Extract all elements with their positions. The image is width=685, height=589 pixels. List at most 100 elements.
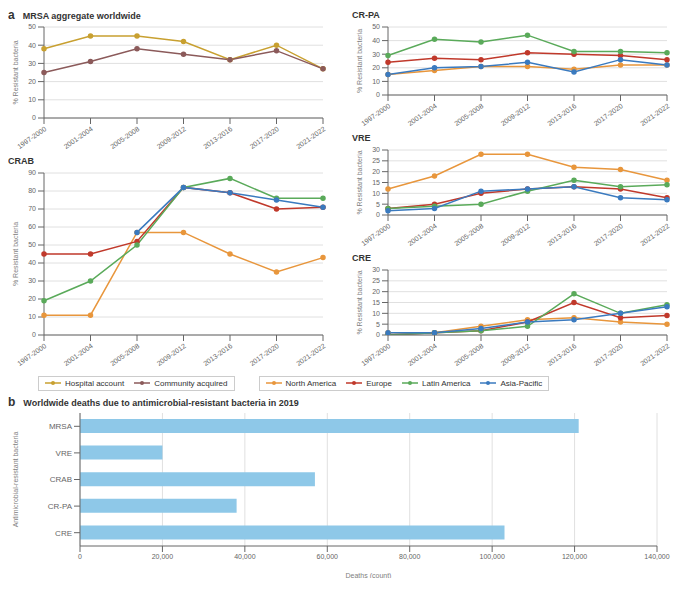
svg-text:40: 40: [28, 259, 36, 266]
svg-text:2017-2020: 2017-2020: [592, 342, 624, 367]
svg-text:10: 10: [28, 96, 36, 103]
html-text:MRSA aggregate worldwide: MRSA aggregate worldwide: [22, 11, 141, 21]
svg-text:2009-2012: 2009-2012: [499, 102, 531, 127]
svg-text:2009-2012: 2009-2012: [499, 222, 531, 247]
svg-text:15: 15: [372, 299, 380, 306]
svg-text:2005-2008: 2005-2008: [453, 222, 485, 247]
html-text:Hospital account: Hospital account: [65, 378, 125, 388]
svg-text:Antimicrobial-resistant bacter: Antimicrobial-resistant bacteria: [12, 432, 19, 528]
svg-text:2021-2022: 2021-2022: [295, 125, 327, 150]
svg-text:2001-2004: 2001-2004: [406, 342, 438, 367]
svg-text:2021-2022: 2021-2022: [295, 342, 327, 367]
svg-text:10: 10: [28, 313, 36, 320]
svg-text:0: 0: [376, 211, 380, 218]
svg-text:0: 0: [376, 91, 380, 98]
svg-text:2017-2020: 2017-2020: [592, 102, 624, 127]
svg-text:50: 50: [28, 23, 36, 30]
svg-text:10: 10: [372, 190, 380, 197]
svg-text:80: 80: [28, 187, 36, 194]
svg-text:30: 30: [28, 60, 36, 67]
svg-text:25: 25: [372, 157, 380, 164]
svg-text:20: 20: [372, 288, 380, 295]
svg-text:20,000: 20,000: [152, 553, 174, 560]
svg-text:% Resistant bacteria: % Resistant bacteria: [356, 29, 363, 93]
svg-text:5: 5: [376, 321, 380, 328]
svg-text:2005-2008: 2005-2008: [109, 125, 141, 150]
svg-text:1997-2000: 1997-2000: [16, 125, 48, 150]
svg-text:5: 5: [376, 201, 380, 208]
svg-text:10: 10: [372, 310, 380, 317]
html-text:Community acquired: Community acquired: [154, 378, 228, 388]
svg-text:90: 90: [28, 169, 36, 176]
svg-text:2005-2008: 2005-2008: [453, 342, 485, 367]
svg-text:2009-2012: 2009-2012: [155, 342, 187, 367]
svg-text:1997-2000: 1997-2000: [360, 342, 392, 367]
svg-text:60,000: 60,000: [317, 553, 339, 560]
svg-text:2017-2020: 2017-2020: [248, 125, 280, 150]
svg-text:% Resistant bacteria: % Resistant bacteria: [356, 150, 363, 214]
html-text:CRAB: CRAB: [8, 156, 34, 166]
svg-text:140,000: 140,000: [644, 553, 669, 560]
svg-text:30: 30: [372, 266, 380, 273]
html-text:CRE: CRE: [352, 253, 371, 263]
svg-text:80,000: 80,000: [399, 553, 421, 560]
svg-text:40,000: 40,000: [234, 553, 256, 560]
svg-text:100,000: 100,000: [479, 553, 504, 560]
svg-text:2017-2020: 2017-2020: [248, 342, 280, 367]
svg-text:VRE: VRE: [56, 449, 72, 458]
svg-text:10: 10: [372, 78, 380, 85]
svg-text:2005-2008: 2005-2008: [453, 102, 485, 127]
svg-text:1997-2000: 1997-2000: [16, 342, 48, 367]
html-text:VRE: VRE: [352, 133, 371, 143]
svg-text:20: 20: [28, 295, 36, 302]
svg-text:25: 25: [372, 277, 380, 284]
svg-text:0: 0: [376, 331, 380, 338]
svg-text:120,000: 120,000: [562, 553, 587, 560]
svg-text:60: 60: [28, 223, 36, 230]
html-text:North America: North America: [285, 378, 337, 388]
svg-text:70: 70: [28, 205, 36, 212]
svg-text:15: 15: [372, 179, 380, 186]
svg-text:50: 50: [28, 241, 36, 248]
svg-text:2001-2004: 2001-2004: [406, 102, 438, 127]
svg-text:20: 20: [372, 168, 380, 175]
svg-text:30: 30: [28, 277, 36, 284]
svg-text:30: 30: [372, 146, 380, 153]
svg-text:CRAB: CRAB: [50, 475, 72, 484]
svg-text:2013-2016: 2013-2016: [202, 125, 234, 150]
svg-text:2013-2016: 2013-2016: [546, 222, 578, 247]
svg-text:2009-2012: 2009-2012: [155, 125, 187, 150]
svg-text:2001-2004: 2001-2004: [62, 125, 94, 150]
svg-text:% Resistant bacteria: % Resistant bacteria: [12, 222, 19, 286]
svg-text:40: 40: [372, 37, 380, 44]
svg-text:2009-2012: 2009-2012: [499, 342, 531, 367]
svg-text:% Resistant bacteria: % Resistant bacteria: [12, 40, 19, 104]
svg-text:0: 0: [78, 553, 82, 560]
svg-text:20: 20: [372, 64, 380, 71]
svg-text:2021-2022: 2021-2022: [639, 342, 671, 367]
svg-text:MRSA: MRSA: [49, 422, 73, 431]
svg-text:1997-2000: 1997-2000: [360, 102, 392, 127]
svg-text:1997-2000: 1997-2000: [360, 222, 392, 247]
svg-text:30: 30: [372, 51, 380, 58]
svg-text:50: 50: [372, 23, 380, 30]
svg-text:2021-2022: 2021-2022: [639, 102, 671, 127]
svg-text:20: 20: [28, 78, 36, 85]
svg-text:2021-2022: 2021-2022: [639, 222, 671, 247]
html-text:CR-PA: CR-PA: [352, 10, 380, 20]
svg-text:CRE: CRE: [55, 529, 72, 538]
svg-text:Deaths (count): Deaths (count): [346, 572, 392, 578]
svg-text:CR-PA: CR-PA: [48, 502, 73, 511]
html-text:Europe: Europe: [366, 378, 392, 388]
svg-text:2001-2004: 2001-2004: [62, 342, 94, 367]
svg-text:2013-2016: 2013-2016: [546, 102, 578, 127]
svg-text:2013-2016: 2013-2016: [546, 342, 578, 367]
svg-text:% Resistant bacteria: % Resistant bacteria: [356, 270, 363, 334]
svg-text:0: 0: [32, 331, 36, 338]
svg-text:40: 40: [28, 42, 36, 49]
svg-text:2013-2016: 2013-2016: [202, 342, 234, 367]
svg-text:2017-2020: 2017-2020: [592, 222, 624, 247]
svg-text:0: 0: [32, 114, 36, 121]
svg-text:2001-2004: 2001-2004: [406, 222, 438, 247]
svg-text:2005-2008: 2005-2008: [109, 342, 141, 367]
